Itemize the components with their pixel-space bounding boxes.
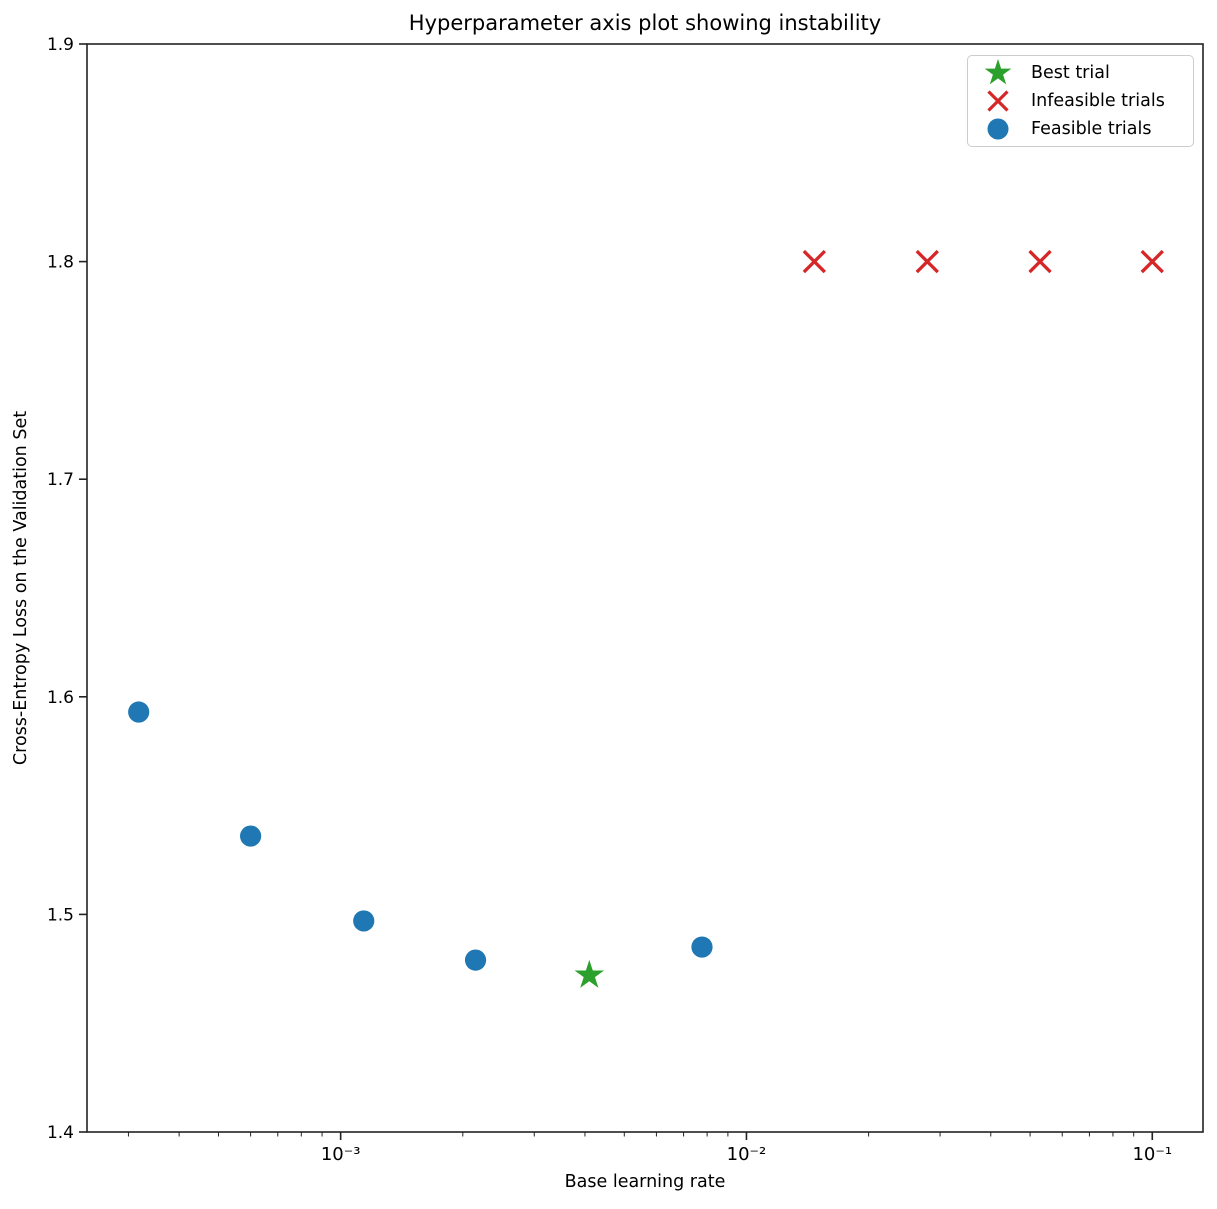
star-glyph (984, 59, 1012, 85)
axes-frame (86, 43, 1204, 1133)
y-axis-label: Cross-Entropy Loss on the Validation Set (11, 410, 31, 766)
legend-item-best-trial: Best trial (982, 59, 1193, 87)
x-tick-label: 10⁻¹ (1132, 1144, 1172, 1165)
x-marker-icon (982, 87, 1014, 115)
legend-item-infeasible-trials: Infeasible trials (982, 87, 1193, 115)
feasible-trials-marker (691, 936, 713, 958)
infeasible-trials-marker (915, 249, 939, 274)
y-tick-label: 1.6 (47, 688, 74, 708)
y-tick-label: 1.9 (47, 35, 74, 55)
x-tick-label: 10⁻³ (321, 1144, 361, 1165)
infeasible-trials-marker (1028, 249, 1052, 274)
legend: Best trial Infeasible trials Feasible tr… (967, 55, 1194, 147)
feasible-trials-marker (353, 910, 375, 932)
circle-glyph (987, 118, 1009, 140)
infeasible-trials-marker (1140, 249, 1164, 274)
legend-label-best-trial: Best trial (1031, 63, 1110, 83)
best-trial-marker (574, 959, 605, 988)
x-axis-label: Base learning rate (564, 1172, 726, 1192)
legend-label-feasible-trials: Feasible trials (1031, 119, 1152, 139)
y-tick-label: 1.7 (47, 470, 74, 490)
x-tick-label: 10⁻² (727, 1144, 767, 1165)
circle-marker-icon (982, 115, 1014, 143)
chart-title: Hyperparameter axis plot showing instabi… (408, 11, 882, 35)
feasible-trials-marker (128, 701, 150, 723)
legend-item-feasible-trials: Feasible trials (982, 115, 1193, 143)
legend-label-infeasible-trials: Infeasible trials (1031, 91, 1165, 111)
x-glyph (987, 90, 1009, 112)
feasible-trials-marker (464, 949, 487, 971)
y-tick-label: 1.5 (47, 905, 74, 925)
infeasible-trials-marker (802, 249, 827, 274)
star-icon (982, 59, 1014, 87)
y-tick-label: 1.8 (47, 253, 74, 273)
feasible-trials-marker (240, 825, 262, 847)
y-tick-label: 1.4 (47, 1123, 74, 1143)
